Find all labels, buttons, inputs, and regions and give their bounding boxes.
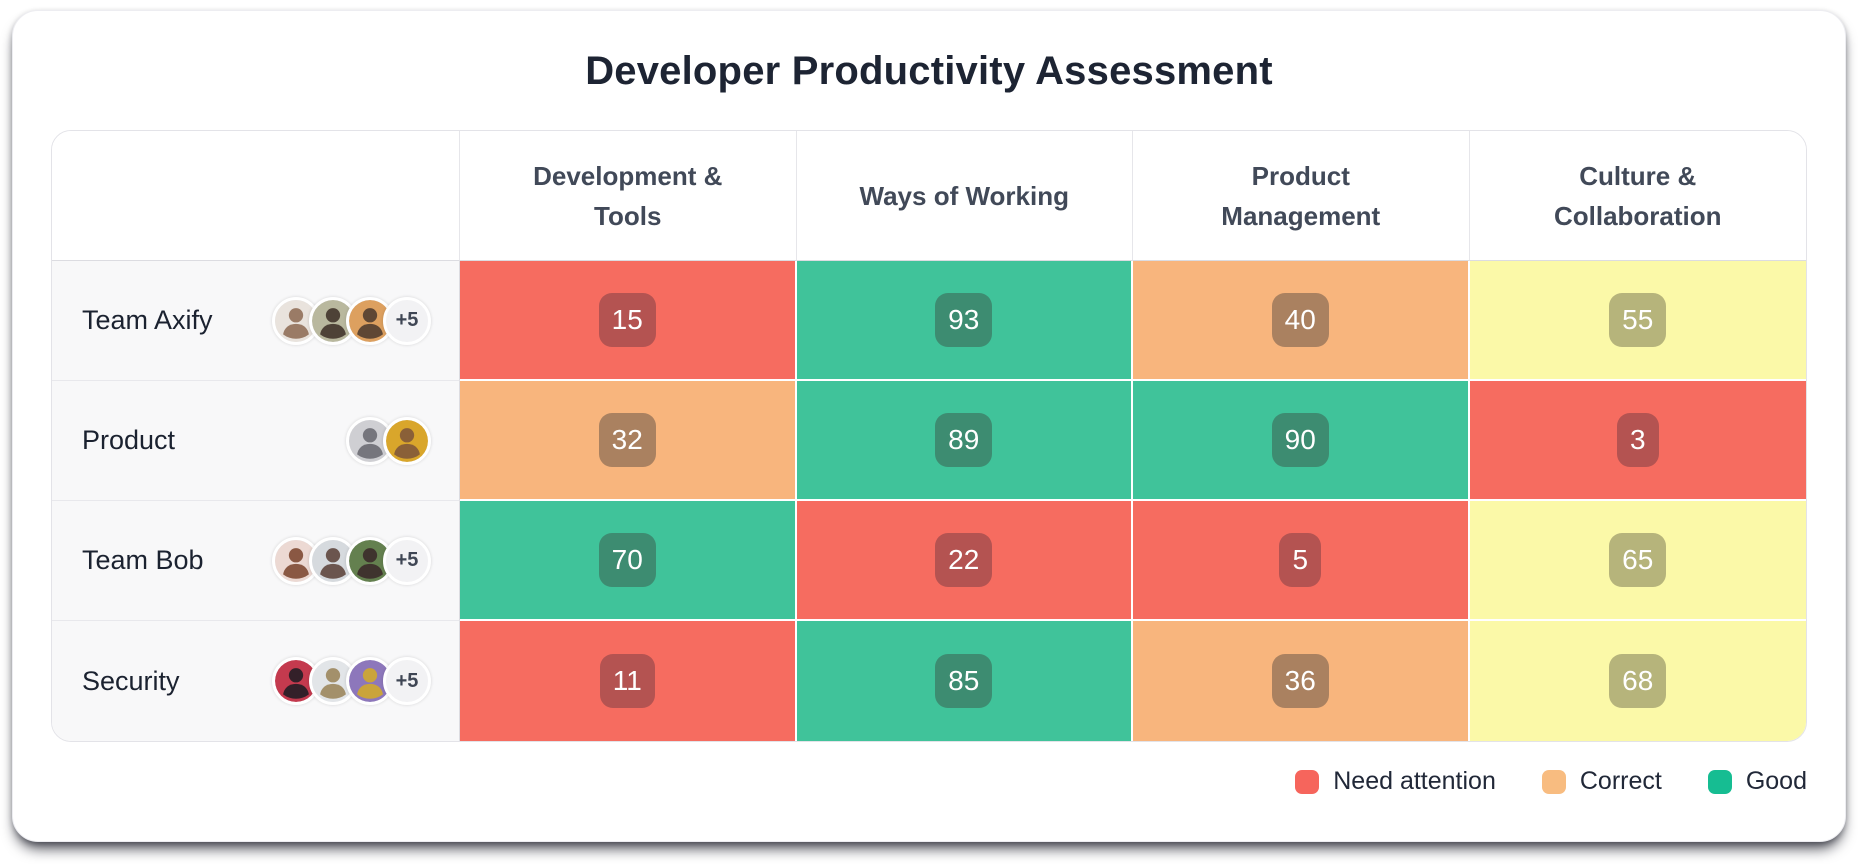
assessment-card: Developer Productivity Assessment Develo… bbox=[12, 10, 1846, 842]
row-name-cell[interactable]: Team Axify +5 bbox=[52, 261, 460, 381]
score-cell[interactable]: 40 bbox=[1133, 261, 1470, 381]
column-header: Development & Tools bbox=[460, 131, 797, 261]
column-header: Culture & Collaboration bbox=[1469, 131, 1806, 261]
score-badge: 70 bbox=[598, 533, 656, 587]
legend: Need attention Correct Good bbox=[51, 767, 1807, 796]
legend-item: Correct bbox=[1541, 767, 1662, 796]
score-badge: 15 bbox=[598, 293, 656, 347]
score-cell[interactable]: 85 bbox=[796, 621, 1133, 741]
avatar-stack: +5 bbox=[272, 657, 431, 705]
score-cell[interactable]: 89 bbox=[796, 381, 1133, 501]
score-cell[interactable]: 90 bbox=[1133, 381, 1470, 501]
legend-label: Need attention bbox=[1333, 767, 1496, 795]
score-cell[interactable]: 3 bbox=[1469, 381, 1806, 501]
score-badge: 3 bbox=[1616, 413, 1659, 467]
score-cell[interactable]: 55 bbox=[1469, 261, 1806, 381]
page-title: Developer Productivity Assessment bbox=[585, 49, 1273, 93]
avatar-overflow-badge[interactable]: +5 bbox=[383, 536, 431, 585]
row-name-label: Team Axify bbox=[82, 305, 213, 335]
score-badge: 22 bbox=[935, 533, 993, 587]
avatar-stack: +5 bbox=[272, 296, 431, 345]
column-header: Ways of Working bbox=[796, 131, 1133, 261]
score-cell[interactable]: 11 bbox=[460, 621, 797, 741]
legend-label: Correct bbox=[1579, 767, 1662, 795]
row-name-cell[interactable]: Team Bob +5 bbox=[52, 501, 460, 621]
score-cell[interactable]: 5 bbox=[1133, 501, 1470, 621]
score-badge: 55 bbox=[1609, 293, 1667, 347]
score-badge: 93 bbox=[935, 293, 993, 347]
column-header-label: Product Management bbox=[1221, 160, 1381, 231]
score-badge: 65 bbox=[1609, 533, 1667, 587]
score-cell[interactable]: 68 bbox=[1469, 621, 1806, 741]
column-header-label: Culture & Collaboration bbox=[1553, 160, 1722, 231]
score-badge: 68 bbox=[1609, 654, 1667, 708]
score-cell[interactable]: 70 bbox=[460, 501, 797, 621]
avatar-stack: +5 bbox=[272, 536, 431, 585]
row-name-cell[interactable]: Security +5 bbox=[52, 621, 460, 741]
row-name-label: Team Bob bbox=[82, 545, 204, 575]
score-badge: 36 bbox=[1271, 654, 1329, 708]
score-badge: 85 bbox=[935, 654, 993, 708]
avatar-overflow-badge[interactable]: +5 bbox=[383, 657, 431, 705]
score-cell[interactable]: 65 bbox=[1469, 501, 1806, 621]
person-avatar-icon bbox=[309, 536, 357, 585]
legend-swatch-icon bbox=[1707, 769, 1732, 794]
score-badge: 32 bbox=[598, 413, 656, 467]
avatar-overflow-badge[interactable]: +5 bbox=[383, 296, 431, 345]
score-badge: 90 bbox=[1271, 413, 1329, 467]
column-header: Product Management bbox=[1133, 131, 1470, 261]
score-cell[interactable]: 15 bbox=[460, 261, 797, 381]
column-header-label: Development & Tools bbox=[533, 160, 723, 231]
row-name-label: Product bbox=[82, 425, 176, 455]
score-badge: 40 bbox=[1271, 293, 1329, 347]
score-badge: 5 bbox=[1279, 533, 1322, 587]
score-cell[interactable]: 36 bbox=[1133, 621, 1470, 741]
score-cell[interactable]: 22 bbox=[796, 501, 1133, 621]
column-header-label: Ways of Working bbox=[859, 180, 1069, 211]
legend-label: Good bbox=[1745, 767, 1807, 795]
score-badge: 89 bbox=[935, 413, 993, 467]
avatar-stack bbox=[346, 416, 431, 465]
person-avatar-icon bbox=[309, 657, 357, 705]
table-corner-cell bbox=[52, 131, 460, 261]
person-avatar-icon bbox=[383, 416, 431, 465]
row-name-cell[interactable]: Product bbox=[52, 381, 460, 501]
legend-swatch-icon bbox=[1295, 769, 1320, 794]
score-badge: 11 bbox=[599, 654, 655, 708]
person-avatar-icon bbox=[272, 657, 320, 705]
legend-item: Good bbox=[1707, 767, 1807, 796]
legend-item: Need attention bbox=[1295, 767, 1496, 796]
legend-swatch-icon bbox=[1541, 769, 1566, 794]
score-cell[interactable]: 32 bbox=[460, 381, 797, 501]
person-avatar-icon bbox=[272, 536, 320, 585]
assessment-table: Development & Tools Ways of Working Prod… bbox=[51, 130, 1807, 742]
row-name-label: Security bbox=[82, 665, 180, 696]
score-cell[interactable]: 93 bbox=[796, 261, 1133, 381]
